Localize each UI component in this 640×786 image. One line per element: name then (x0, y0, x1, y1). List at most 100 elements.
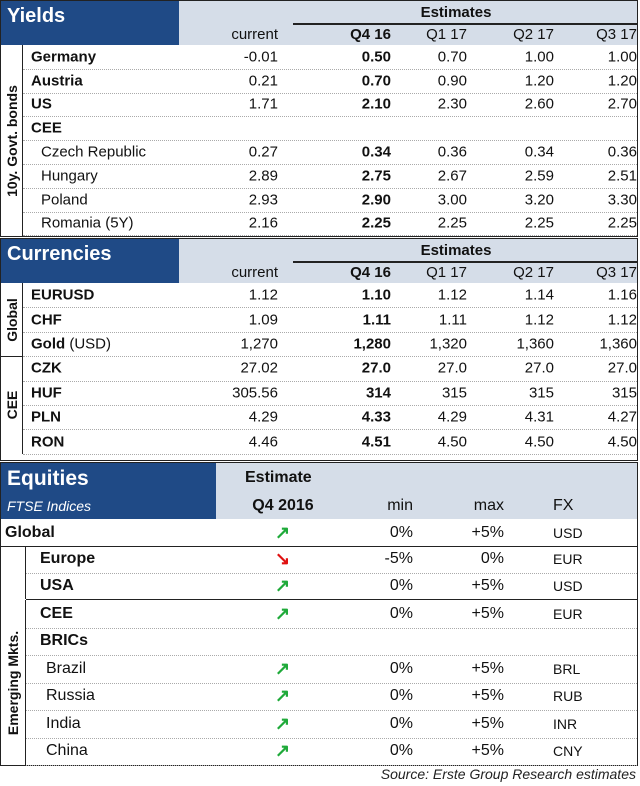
cell-value: 2.75 (361, 167, 391, 185)
arrow-up-right-icon: ↗ (275, 603, 291, 624)
cell-value: 1,320 (429, 335, 467, 353)
row-label: RON (31, 433, 65, 451)
cell-fx: EUR (553, 605, 583, 622)
estimates-label: Estimates (420, 4, 492, 21)
estimate-label: Estimate (245, 469, 312, 486)
column-header: Q1 17 (426, 264, 467, 281)
cell-value: 27.02 (240, 359, 278, 377)
cell-value: 27.0 (524, 359, 554, 377)
table-row: EURUSD 1.12 1.10 1.12 1.14 1.16 (23, 283, 637, 309)
cell-value: 1.00 (607, 48, 637, 66)
table-row: RON 4.46 4.51 4.50 4.50 4.50 (23, 429, 637, 455)
column-header: Q3 17 (596, 26, 637, 43)
cell-max: +5% (471, 687, 504, 705)
cell-value: 2.30 (437, 95, 467, 113)
table-row: China ↗ 0% +5% CNY (26, 738, 637, 766)
table-row: PLN 4.29 4.33 4.29 4.31 4.27 (23, 405, 637, 431)
cell-min: 0% (389, 687, 413, 705)
cell-fx: INR (553, 715, 578, 732)
column-header: Q2 17 (513, 264, 554, 281)
row-label: Austria (31, 72, 83, 90)
column-header: Q1 17 (426, 26, 467, 43)
cell-value: 1.20 (524, 72, 554, 90)
group-label: Global (1, 283, 23, 357)
cell-value: 1.12 (437, 286, 467, 304)
currencies-table: Currencies Estimates current Q4 16 Q1 17 Q2… (0, 238, 638, 461)
row-label: PLN (31, 408, 61, 426)
table-row: Hungary 2.89 2.75 2.67 2.59 2.51 (23, 164, 637, 189)
cell-value: 1.20 (607, 72, 637, 90)
developed-group-label (1, 546, 26, 599)
cell-value: 1.16 (607, 286, 637, 304)
column-header: min (387, 497, 413, 514)
arrow-up-right-icon: ↗ (275, 685, 291, 706)
cell-value: 1,270 (240, 335, 278, 353)
row-label: Global (5, 524, 55, 541)
cell-value: 0.50 (361, 48, 391, 66)
cell-value: 2.67 (437, 167, 467, 185)
yields-title: Yields (1, 1, 179, 45)
table-row: HUF 305.56 314 315 315 315 (23, 381, 637, 406)
cell-min: 0% (389, 524, 413, 541)
cell-value: 0.34 (524, 143, 554, 161)
cell-value: 0.21 (248, 72, 278, 90)
column-header: max (473, 497, 504, 514)
arrow-up-right-icon: ↗ (275, 740, 291, 761)
cell-value: 27.0 (607, 359, 637, 377)
cell-value: 2.59 (524, 167, 554, 185)
row-label: USA (40, 576, 74, 594)
column-header: Q3 17 (596, 264, 637, 281)
table-row: CEE ↗ 0% +5% EUR (26, 600, 637, 629)
column-header: Q4 2016 (252, 497, 314, 514)
row-label: China (46, 742, 88, 760)
cell-min: -5% (384, 550, 413, 568)
cell-value: 1,360 (599, 335, 637, 353)
cell-value: 2.93 (248, 191, 278, 209)
table-row: CZK 27.02 27.0 27.0 27.0 27.0 (23, 356, 637, 382)
bonds-side-label: 10y. Govt. bonds (1, 45, 23, 236)
arrow-up-right-icon: ↗ (275, 522, 291, 543)
table-row: Germany -0.01 0.50 0.70 1.00 1.00 (23, 45, 637, 70)
row-label: Russia (46, 687, 95, 705)
source-note: Source: Erste Group Research estimates (380, 766, 636, 782)
cell-fx: USD (553, 577, 583, 594)
cell-value: 2.51 (607, 167, 637, 185)
column-header: current (231, 26, 278, 43)
cell-value: 4.46 (248, 433, 278, 451)
equities-header: Equities FTSE Indices Estimate Q4 2016 mi… (1, 463, 637, 519)
column-header: Q2 17 (513, 26, 554, 43)
cell-value: 0.70 (361, 72, 391, 90)
cell-value: 0.27 (248, 143, 278, 161)
row-label: Poland (41, 191, 88, 209)
cell-max: +5% (471, 524, 504, 541)
cell-value: 2.25 (437, 214, 467, 232)
cell-value: 314 (365, 384, 391, 402)
cell-value: 4.29 (437, 408, 467, 426)
cell-min: 0% (389, 714, 413, 732)
cell-value: 1.12 (248, 286, 278, 304)
column-header: Q4 16 (350, 26, 391, 43)
cell-max: +5% (471, 714, 504, 732)
cell-value: 305.56 (232, 384, 278, 402)
cell-value: 2.25 (361, 214, 391, 232)
row-label: India (46, 714, 81, 732)
cell-value: 315 (528, 384, 554, 402)
cell-min: 0% (389, 604, 413, 622)
cell-max: +5% (471, 604, 504, 622)
table-row: USA ↗ 0% +5% USD (26, 573, 637, 600)
cell-value: 2.10 (361, 95, 391, 113)
cell-value: 1.09 (248, 311, 278, 329)
cell-value: 1.00 (524, 48, 554, 66)
cell-fx: RUB (553, 688, 583, 705)
cell-fx: EUR (553, 551, 583, 568)
row-label: CZK (31, 359, 62, 377)
row-label: CHF (31, 311, 62, 329)
equities-subtitle: FTSE Indices (7, 498, 92, 514)
arrow-up-right-icon: ↗ (275, 575, 291, 596)
cell-value: 2.60 (524, 95, 554, 113)
table-row: Gold (USD) 1,270 1,280 1,320 1,360 1,360 (23, 332, 637, 358)
cell-value: 0.36 (437, 143, 467, 161)
row-label: EURUSD (31, 286, 95, 304)
cell-value: 1.12 (607, 311, 637, 329)
